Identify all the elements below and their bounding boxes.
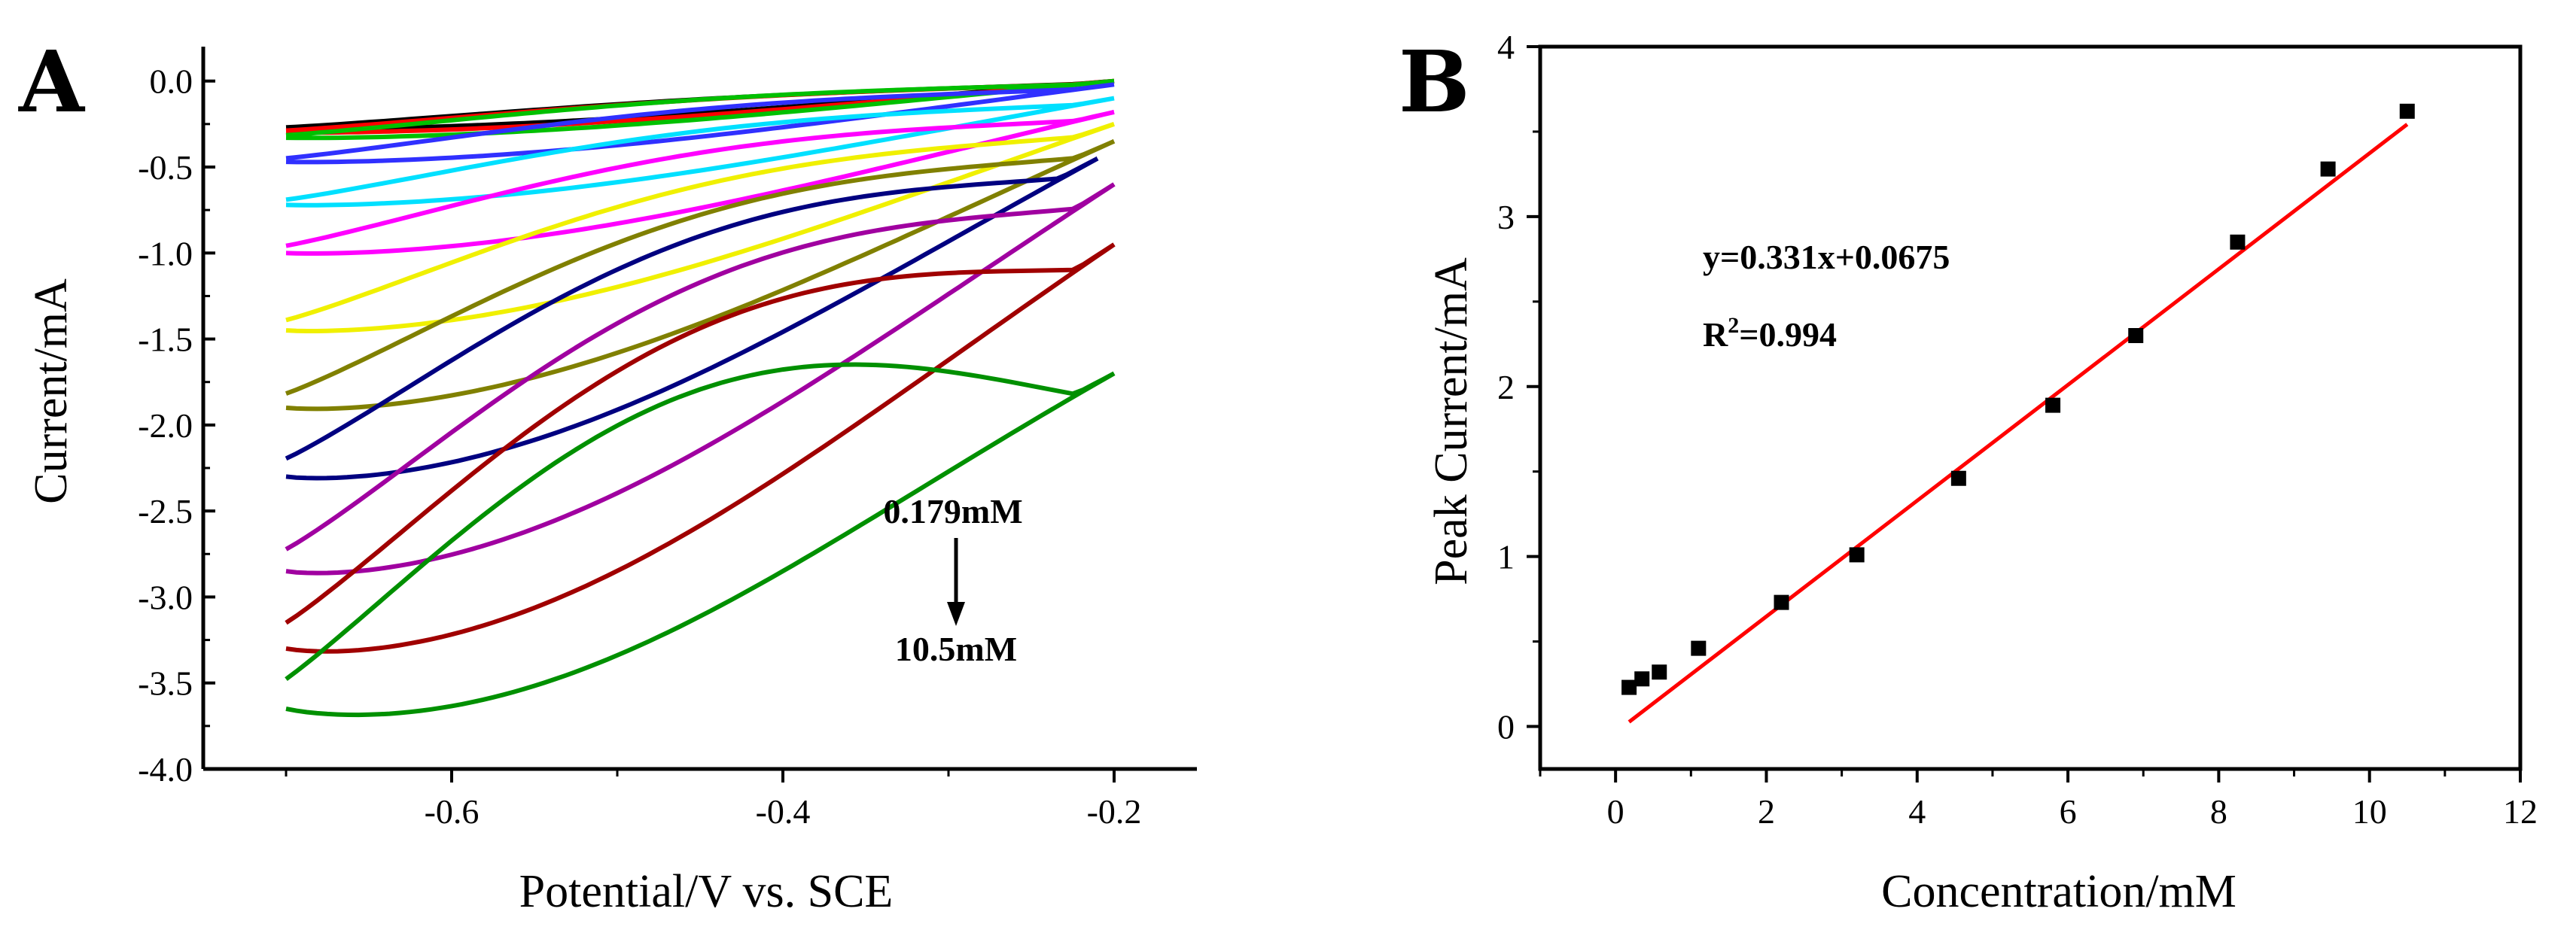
y-tick-label-a: -4.0 (138, 750, 193, 789)
cv-curve-9 (285, 156, 1099, 481)
data-point (1691, 640, 1707, 656)
y-tick-label-b: 1 (1497, 538, 1515, 576)
data-point (2045, 397, 2061, 413)
arrow-head-icon (947, 602, 965, 626)
x-tick-label-b: 4 (1908, 792, 1926, 831)
y-tick-label-a: -1.5 (138, 321, 193, 359)
fit-line (1628, 123, 2409, 724)
axes-a: 0.0 -0.5 -1.0 -1.5 -2.0 -2.5 -3.0 -3.5 -4.0 -0.6 -… (138, 47, 1197, 831)
cv-curve-11 (285, 242, 1116, 654)
y-axis-title-b: Peak Current/mA (1426, 257, 1477, 585)
r-squared: R2=0.994 (1703, 313, 1837, 354)
cv-curve-6 (285, 109, 1115, 256)
panel-label-b: B (1399, 33, 1470, 132)
r-squared-superscript: 2 (1728, 313, 1739, 338)
x-tick-label-a: -0.6 (425, 792, 480, 831)
data-point (1774, 594, 1789, 610)
data-point (1950, 470, 1966, 486)
x-axis-title-b: Concentration/mM (1881, 866, 2236, 917)
y-tick-label-a: 0.0 (150, 62, 193, 101)
cv-curve-3 (285, 78, 1115, 141)
cv-curve-10 (285, 182, 1116, 576)
annotation-end: 10.5mM (895, 630, 1017, 668)
y-tick-label-a: -3.0 (138, 578, 193, 616)
x-tick-label-b: 0 (1607, 792, 1624, 831)
panel-a: A 0.0 -0.5 -1.0 -1.5 -2.0 -2.5 -3.0 -3.5 -4.0 -0.… (18, 33, 1197, 917)
plot-area-b (1621, 103, 2415, 724)
y-axis-title-a: Current/mA (26, 278, 77, 504)
data-point (1621, 679, 1637, 695)
x-tick-label-a: -0.2 (1087, 792, 1142, 831)
y-tick-label-a: -3.5 (138, 664, 193, 703)
y-tick-label-a: -1.0 (138, 234, 193, 272)
r-squared-base: R (1703, 315, 1728, 354)
r-squared-value: =0.994 (1739, 315, 1837, 354)
annotation-start: 0.179mM (883, 492, 1022, 530)
data-point (2399, 103, 2415, 119)
fit-equation: y=0.331x+0.0675 (1703, 238, 1950, 276)
data-point (1634, 671, 1650, 687)
cv-curve-12 (285, 362, 1116, 718)
y-tick-label-a: -2.0 (138, 406, 193, 445)
x-tick-label-b: 8 (2210, 792, 2227, 831)
y-tick-label-b: 0 (1497, 708, 1515, 746)
x-tick-label-b: 2 (1758, 792, 1775, 831)
panel-label-a: A (18, 33, 86, 132)
cv-curve-5 (285, 96, 1115, 208)
data-point (1849, 547, 1865, 563)
y-tick-label-a: -0.5 (138, 148, 193, 187)
x-tick-label-a: -0.4 (756, 792, 811, 831)
data-point (2320, 161, 2336, 177)
plot-frame-b (1538, 44, 2523, 771)
cv-curve-7 (285, 122, 1115, 333)
x-tick-label-b: 10 (2352, 792, 2387, 831)
data-point (2128, 328, 2144, 343)
y-tick-label-a: -2.5 (138, 492, 193, 530)
cv-curve-8 (285, 138, 1116, 412)
y-tick-label-b: 3 (1497, 198, 1515, 236)
x-tick-label-b: 12 (2503, 792, 2538, 831)
x-axis-title-a: Potential/V vs. SCE (519, 866, 894, 917)
data-point (2230, 234, 2246, 250)
x-tick-label-b: 6 (2060, 792, 2077, 831)
y-tick-label-b: 4 (1497, 28, 1515, 66)
plot-area-a (285, 78, 1116, 718)
data-point (1652, 664, 1667, 680)
y-tick-label-b: 2 (1497, 368, 1515, 406)
